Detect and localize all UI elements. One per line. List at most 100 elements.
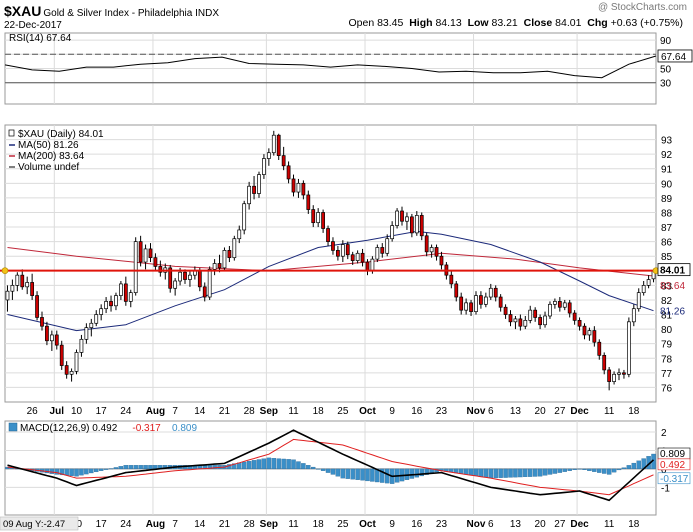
macd-axis-label: -0.317 bbox=[660, 474, 689, 485]
candle-body bbox=[54, 334, 59, 346]
chart-header-symbol: $XAU Gold & Silver Index - Philadelphia I… bbox=[4, 3, 220, 19]
candle-body bbox=[365, 261, 370, 272]
candle-body bbox=[587, 330, 592, 336]
macd-histogram-bar bbox=[601, 468, 607, 474]
macd-histogram-bar bbox=[325, 468, 331, 473]
macd-histogram-bar bbox=[419, 468, 424, 477]
macd-histogram-bar bbox=[69, 468, 74, 476]
macd-histogram-bar bbox=[572, 468, 577, 470]
candle-body bbox=[582, 325, 587, 336]
x-axis-tick-label: 24 bbox=[120, 519, 132, 530]
price-legend-item: $XAU (Daily) 84.01 bbox=[18, 129, 104, 140]
candle-body bbox=[197, 270, 202, 288]
x-axis-tick-label: 7 bbox=[172, 519, 178, 530]
candle-body bbox=[99, 308, 104, 315]
candle-body bbox=[247, 185, 252, 205]
x-axis-tick-label: Aug bbox=[146, 519, 165, 530]
candle-body bbox=[493, 287, 498, 298]
x-axis-tick-label: 23 bbox=[436, 519, 448, 530]
x-axis-tick-label: Dec bbox=[570, 519, 589, 530]
candle-body bbox=[252, 185, 256, 194]
price-axis-label: 84.01 bbox=[660, 266, 685, 277]
macd-histogram-bar bbox=[133, 465, 138, 470]
candle-body bbox=[222, 250, 227, 269]
candle-body bbox=[326, 228, 330, 242]
price-tick-label: 83 bbox=[661, 281, 673, 292]
macd-histogram-bar bbox=[241, 461, 247, 470]
rsi-tick-label: 90 bbox=[660, 36, 672, 47]
candle-body bbox=[395, 210, 399, 226]
x-axis-tick-label: 16 bbox=[411, 406, 423, 417]
candle-body bbox=[626, 321, 631, 375]
macd-histogram-bar bbox=[89, 468, 94, 474]
x-axis-tick-label: 11 bbox=[288, 519, 299, 530]
macd-axis-label: 0.492 bbox=[660, 460, 685, 471]
macd-histogram-bar bbox=[478, 468, 484, 477]
macd-histogram-bar bbox=[355, 468, 360, 480]
macd-histogram-bar bbox=[296, 461, 301, 470]
macd-axis-label: 0.809 bbox=[660, 449, 685, 460]
macd-legend-item: -0.317 bbox=[132, 423, 161, 434]
candle-body bbox=[316, 212, 321, 224]
candle-body bbox=[429, 247, 434, 253]
macd-histogram-bar bbox=[123, 465, 129, 470]
x-axis-tick-label: 20 bbox=[535, 406, 547, 417]
macd-histogram-bar bbox=[606, 468, 612, 475]
macd-histogram-bar bbox=[503, 468, 508, 478]
macd-legend-item: 0.809 bbox=[172, 423, 197, 434]
rsi-last-value: 67.64 bbox=[661, 52, 686, 63]
x-axis-tick-label: 21 bbox=[219, 519, 231, 530]
candle-body bbox=[183, 271, 187, 280]
x-axis-tick-label: 14 bbox=[194, 519, 206, 530]
x-axis-tick-label: Dec bbox=[570, 406, 589, 417]
candle-body bbox=[30, 282, 35, 296]
macd-histogram-bar bbox=[592, 468, 597, 472]
candle-body bbox=[69, 371, 74, 375]
candle-body bbox=[94, 314, 99, 324]
price-tick-label: 87 bbox=[661, 223, 673, 234]
candle-body bbox=[281, 155, 286, 167]
candle-body bbox=[5, 290, 10, 301]
x-axis-tick-label: 17 bbox=[96, 406, 108, 417]
candle-body bbox=[375, 247, 380, 260]
macd-histogram-bar bbox=[587, 468, 592, 471]
reference-line-left-marker bbox=[1, 267, 9, 274]
macd-histogram-bar bbox=[118, 466, 124, 470]
macd-histogram-bar bbox=[271, 458, 277, 470]
macd-histogram-bar bbox=[256, 459, 262, 470]
macd-histogram-bar bbox=[311, 466, 316, 470]
candle-body bbox=[405, 216, 409, 222]
x-axis-tick-label: 21 bbox=[219, 406, 231, 417]
candle-body bbox=[454, 283, 459, 298]
candle-body bbox=[543, 315, 547, 326]
x-axis-tick-label: 16 bbox=[411, 519, 423, 530]
macd-tick-label: 0 bbox=[661, 465, 667, 476]
x-axis-tick-label: Oct bbox=[359, 519, 376, 530]
price-tick-label: 82 bbox=[661, 296, 673, 307]
candle-body bbox=[390, 225, 395, 240]
macd-histogram-bar bbox=[261, 458, 267, 470]
macd-histogram-bar bbox=[330, 468, 336, 475]
macd-histogram-bar bbox=[143, 465, 148, 470]
macd-histogram-bar bbox=[547, 468, 553, 475]
price-tick-label: 77 bbox=[661, 369, 673, 380]
macd-histogram-bar bbox=[468, 468, 474, 476]
price-tick-label: 81 bbox=[661, 311, 673, 322]
x-axis-tick-label: 13 bbox=[510, 406, 522, 417]
candle-body bbox=[419, 215, 424, 237]
candle-body bbox=[276, 134, 281, 156]
x-axis-tick-label: 18 bbox=[313, 519, 325, 530]
candle-body bbox=[479, 295, 483, 305]
candle-body bbox=[612, 373, 616, 382]
macd-histogram-bar bbox=[473, 468, 479, 477]
candle-body bbox=[242, 203, 247, 231]
candle-body bbox=[513, 318, 518, 323]
macd-histogram-bar bbox=[306, 465, 311, 470]
macd-histogram-bar bbox=[384, 468, 390, 484]
x-axis-tick-label: 18 bbox=[628, 406, 640, 417]
candle-body bbox=[168, 267, 173, 289]
candle-body bbox=[385, 238, 390, 254]
candle-body bbox=[464, 302, 469, 311]
macd-histogram-bar bbox=[340, 468, 346, 479]
macd-histogram-bar bbox=[301, 463, 306, 470]
